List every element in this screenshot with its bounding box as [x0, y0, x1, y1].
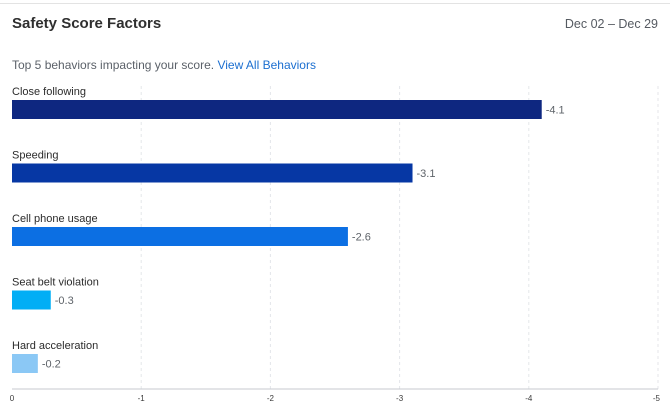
bar-value-label: -4.1 — [546, 105, 565, 117]
bar-category-label: Cell phone usage — [12, 213, 98, 225]
view-all-behaviors-link[interactable]: View All Behaviors — [217, 58, 316, 72]
bar-value-label: -3.1 — [417, 168, 436, 180]
bar-category-label: Close following — [12, 86, 86, 98]
bar[interactable] — [12, 354, 38, 373]
subtitle-text: Top 5 behaviors impacting your score. — [12, 58, 215, 72]
bar-value-label: -0.3 — [55, 295, 74, 307]
x-tick-label: -3 — [396, 394, 404, 403]
chart-subtitle: Top 5 behaviors impacting your score. Vi… — [12, 58, 316, 72]
card-title: Safety Score Factors — [12, 15, 162, 32]
bar-category-label: Hard acceleration — [12, 340, 98, 352]
bar[interactable] — [12, 100, 542, 119]
x-tick-label: -4 — [525, 394, 533, 403]
x-tick-label: -1 — [138, 394, 146, 403]
bar[interactable] — [12, 163, 413, 183]
x-tick-label: -2 — [267, 394, 275, 403]
bar-value-label: -0.2 — [42, 359, 61, 371]
bar-category-label: Speeding — [12, 150, 59, 162]
bar[interactable] — [12, 290, 51, 310]
bar-value-label: -2.6 — [352, 232, 371, 244]
x-tick-label: -5 — [653, 394, 661, 403]
bar[interactable] — [12, 227, 348, 246]
date-range[interactable]: Dec 02 – Dec 29 — [564, 17, 658, 31]
bar-category-label: Seat belt violation — [12, 277, 99, 289]
x-tick-label: 0 — [10, 394, 15, 403]
card-top-border — [0, 0, 670, 4]
